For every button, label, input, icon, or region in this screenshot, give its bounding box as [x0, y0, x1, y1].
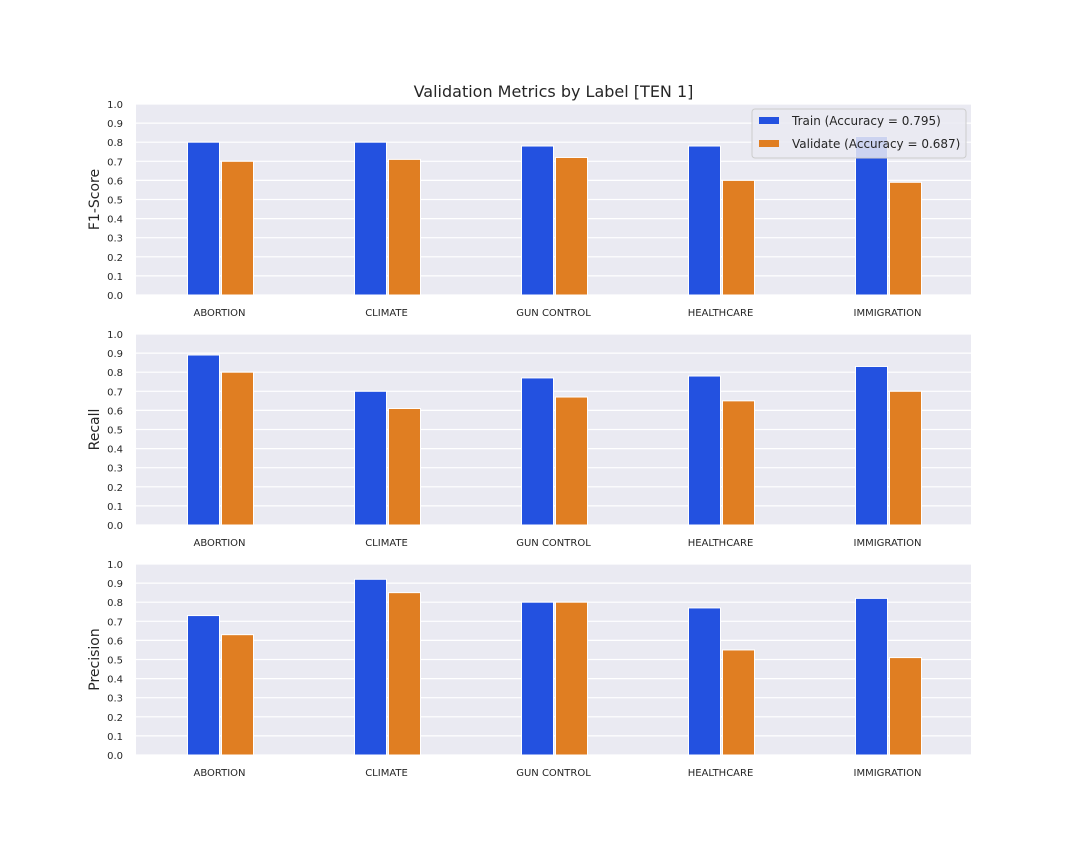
bar: [388, 407, 421, 526]
y-axis-label: Precision: [87, 628, 103, 690]
x-tick-label: ABORTION: [193, 768, 245, 779]
bar: [688, 375, 721, 526]
bar: [889, 390, 922, 526]
legend-box: [751, 108, 967, 159]
y-tick-label: 0.9: [107, 579, 123, 590]
x-tick-label: GUN CONTROL: [516, 768, 591, 779]
bar: [722, 179, 755, 296]
y-tick-label: 0.5: [107, 656, 123, 667]
bar: [221, 160, 254, 296]
bar: [555, 156, 588, 296]
y-tick-label: 0.7: [107, 157, 123, 168]
bar: [221, 371, 254, 526]
y-tick-label: 0.2: [107, 253, 123, 264]
y-tick-label: 0.1: [107, 732, 123, 743]
y-tick-label: 0.3: [107, 234, 123, 245]
bar: [855, 597, 888, 756]
x-tick-label: GUN CONTROL: [516, 308, 591, 319]
y-tick-label: 0.2: [107, 483, 123, 494]
bar: [521, 377, 554, 526]
y-tick-label: 0.5: [107, 196, 123, 207]
y-tick-label: 0.6: [107, 636, 123, 647]
bar: [722, 649, 755, 756]
bar: [187, 354, 220, 526]
bar: [354, 578, 387, 756]
y-tick-label: 0.7: [107, 387, 123, 398]
x-tick-label: ABORTION: [193, 538, 245, 549]
y-axis-label: Recall: [87, 409, 103, 451]
bar: [855, 365, 888, 526]
y-tick-label: 0.0: [107, 521, 123, 532]
x-tick-label: GUN CONTROL: [516, 538, 591, 549]
bar: [187, 615, 220, 756]
y-tick-label: 0.9: [107, 349, 123, 360]
bar: [889, 181, 922, 296]
y-axis-label: F1-Score: [87, 169, 103, 230]
y-tick-label: 0.6: [107, 406, 123, 417]
bar: [889, 657, 922, 756]
legend-label: Validate (Accuracy = 0.687): [792, 137, 960, 151]
bar: [722, 400, 755, 526]
y-tick-label: 0.4: [107, 675, 123, 686]
y-tick-label: 0.1: [107, 272, 123, 283]
x-tick-label: HEALTHCARE: [688, 308, 754, 319]
x-tick-label: CLIMATE: [365, 308, 408, 319]
y-tick-label: 0.2: [107, 713, 123, 724]
y-tick-label: 0.7: [107, 617, 123, 628]
bar: [354, 141, 387, 296]
bar: [187, 141, 220, 296]
bar: [688, 607, 721, 756]
y-tick-label: 1.0: [107, 100, 123, 111]
bar: [221, 634, 254, 756]
bar: [555, 396, 588, 526]
bar: [388, 592, 421, 756]
y-tick-label: 0.0: [107, 291, 123, 302]
x-tick-label: CLIMATE: [365, 768, 408, 779]
bar: [521, 145, 554, 296]
bar: [521, 601, 554, 756]
y-tick-label: 0.6: [107, 176, 123, 187]
x-tick-label: IMMIGRATION: [854, 768, 922, 779]
y-tick-label: 0.4: [107, 445, 123, 456]
y-tick-label: 0.0: [107, 751, 123, 762]
legend-label: Train (Accuracy = 0.795): [791, 114, 941, 128]
y-tick-label: 0.1: [107, 502, 123, 513]
x-tick-label: HEALTHCARE: [688, 538, 754, 549]
y-tick-label: 0.9: [107, 119, 123, 130]
x-tick-label: ABORTION: [193, 308, 245, 319]
legend-swatch: [759, 140, 779, 147]
bar: [555, 601, 588, 756]
y-tick-label: 0.3: [107, 694, 123, 705]
x-tick-label: CLIMATE: [365, 538, 408, 549]
legend-swatch: [759, 117, 779, 124]
x-tick-label: IMMIGRATION: [854, 308, 922, 319]
y-tick-label: 1.0: [107, 560, 123, 571]
y-tick-label: 0.8: [107, 368, 123, 379]
y-tick-label: 0.8: [107, 598, 123, 609]
x-tick-label: HEALTHCARE: [688, 768, 754, 779]
y-tick-label: 0.4: [107, 215, 123, 226]
y-tick-label: 0.8: [107, 138, 123, 149]
bar: [688, 145, 721, 296]
bar: [855, 135, 888, 296]
x-tick-label: IMMIGRATION: [854, 538, 922, 549]
bar: [354, 390, 387, 526]
bar: [388, 158, 421, 296]
y-tick-label: 0.5: [107, 426, 123, 437]
chart-title: Validation Metrics by Label [TEN 1]: [414, 82, 694, 101]
y-tick-label: 1.0: [107, 330, 123, 341]
y-tick-label: 0.3: [107, 464, 123, 475]
